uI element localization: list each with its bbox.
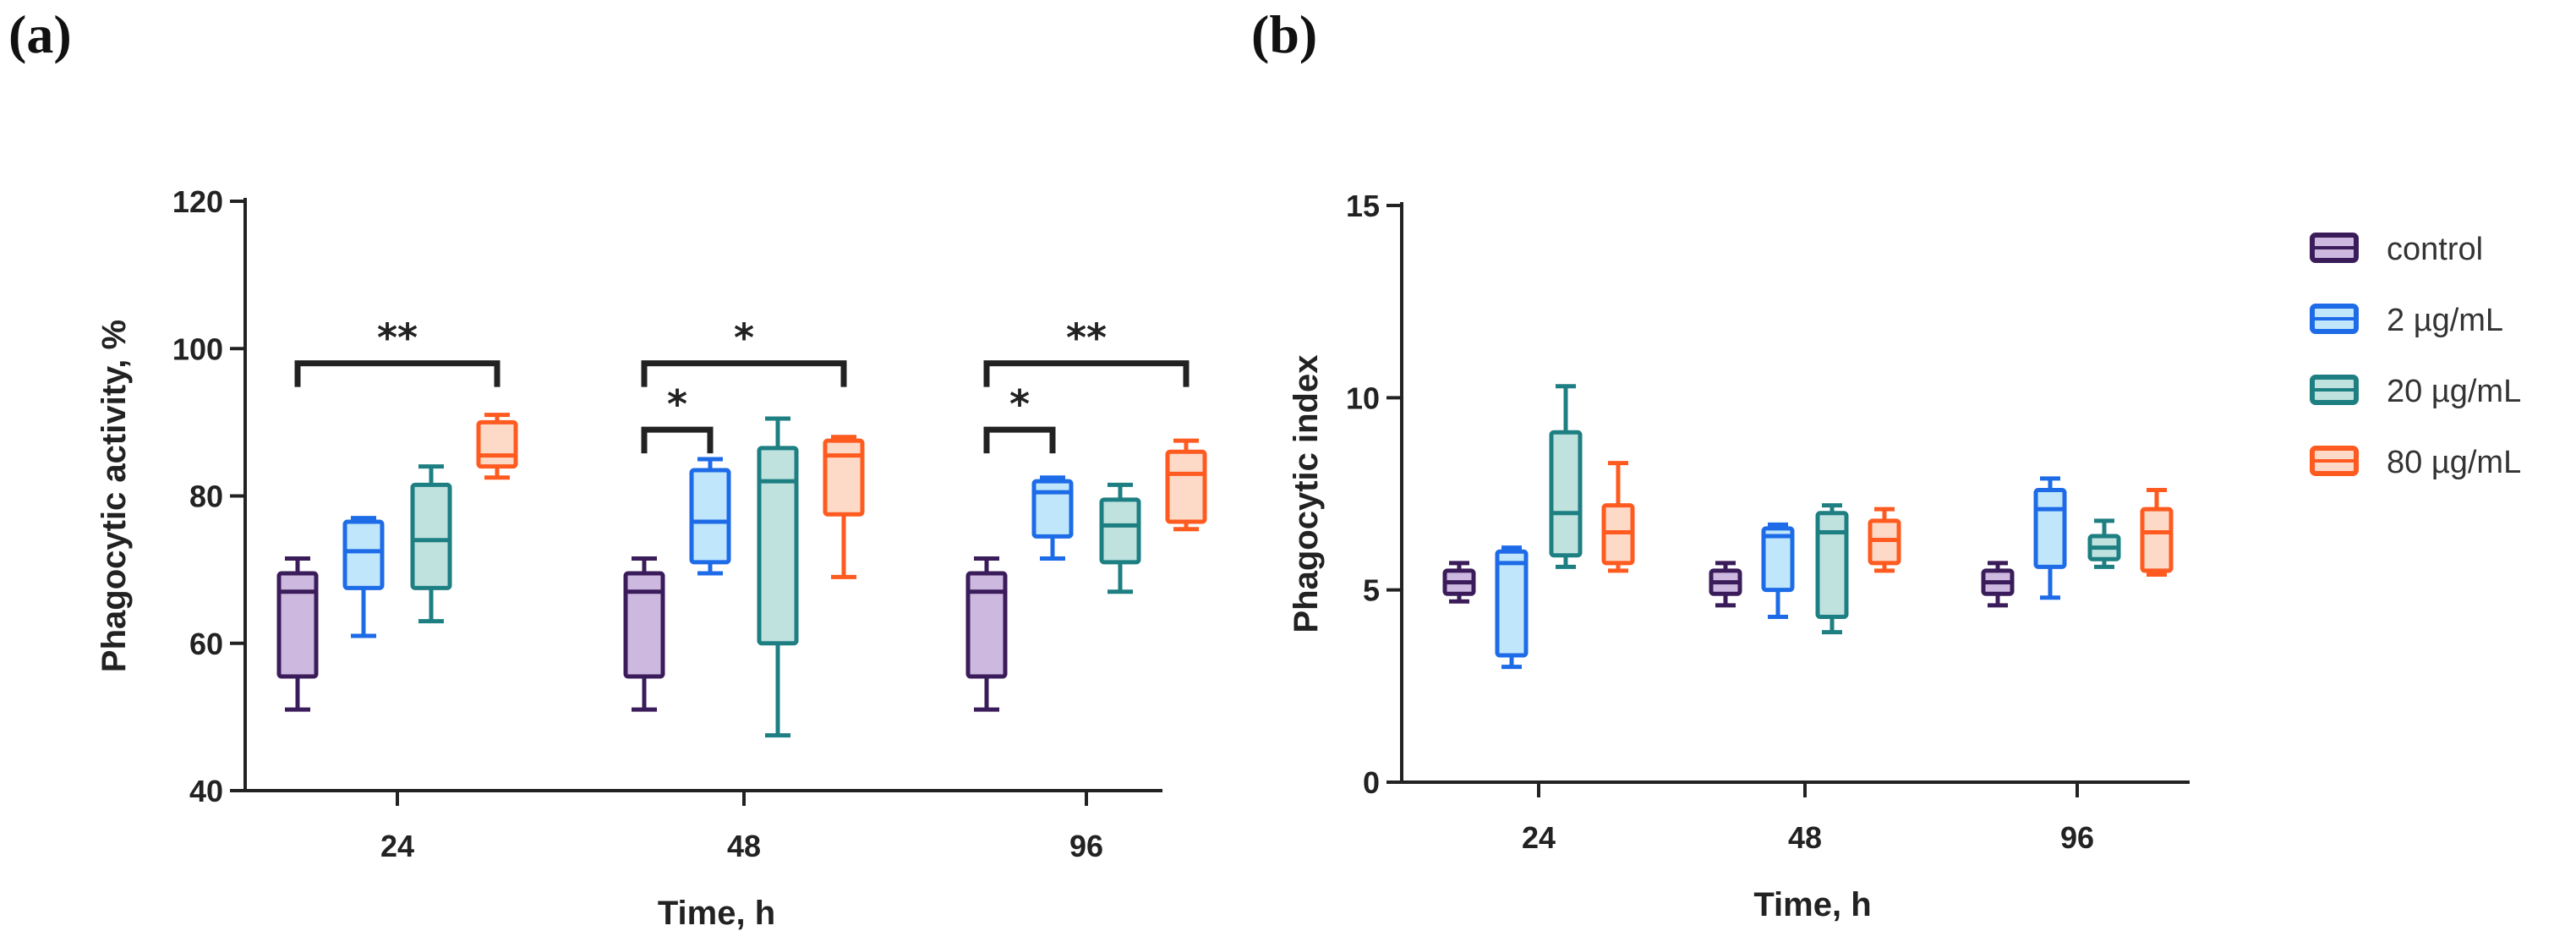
x-tick-label: 96 (2060, 820, 2094, 855)
box-2-g-ml (2033, 487, 2067, 569)
y-tick-label: 100 (172, 331, 223, 366)
box-2-g-ml (689, 468, 731, 565)
legend-label: control (2387, 232, 2483, 267)
box-control (965, 571, 1008, 679)
panel-label-b: (b) (1251, 4, 1318, 64)
box-80-g-ml (823, 438, 865, 517)
box-control (623, 571, 665, 679)
box-20-g-ml (1815, 511, 1849, 619)
y-tick-label: 60 (189, 627, 223, 661)
significance-bracket (641, 360, 847, 387)
box-control (276, 571, 319, 679)
x-tick-label: 24 (380, 829, 414, 863)
significance-label: * (1009, 381, 1030, 427)
box-20-g-ml (1099, 497, 1141, 565)
y-tick-label: 120 (172, 184, 223, 219)
significance-bracket (641, 426, 714, 454)
significance-bracket (983, 426, 1056, 454)
y-tick-label: 15 (1346, 189, 1380, 223)
significance-label: ** (377, 315, 418, 361)
significance-label: * (734, 315, 754, 361)
x-tick-label: 48 (1788, 820, 1822, 855)
box-2-g-ml (1761, 526, 1795, 593)
y-tick-label: 80 (189, 479, 223, 514)
x-axis-title: Time, h (658, 895, 775, 932)
y-tick-label: 5 (1363, 573, 1380, 608)
y-tick-label: 10 (1346, 381, 1380, 415)
x-tick-label: 96 (1069, 829, 1103, 863)
y-axis-title: Phagocytic index (1288, 355, 1325, 633)
y-tick-label: 40 (189, 774, 223, 808)
legend-label: 80 µg/mL (2387, 445, 2521, 480)
box-2-g-ml (1031, 479, 1074, 539)
box-80-g-ml (2140, 507, 2174, 573)
significance-label: ** (1066, 315, 1107, 361)
box-20-g-ml (1549, 430, 1583, 558)
box-2-g-ml (342, 519, 385, 590)
box-2-g-ml (1495, 549, 1529, 658)
box-80-g-ml (1165, 449, 1207, 524)
box-20-g-ml (757, 446, 799, 646)
legend-label: 2 µg/mL (2387, 303, 2503, 338)
significance-bracket (294, 360, 500, 387)
box-80-g-ml (476, 419, 518, 469)
panel-label-a: (a) (8, 4, 72, 64)
x-tick-label: 24 (1522, 820, 1556, 855)
x-tick-label: 48 (727, 829, 761, 863)
significance-label: * (667, 381, 687, 427)
box-20-g-ml (410, 482, 452, 590)
significance-bracket (983, 360, 1190, 387)
legend-label: 20 µg/mL (2387, 374, 2521, 409)
x-axis-title: Time, h (1753, 886, 1871, 923)
y-axis-title: Phagocytic activity, % (96, 320, 133, 672)
y-tick-label: 0 (1363, 765, 1380, 800)
